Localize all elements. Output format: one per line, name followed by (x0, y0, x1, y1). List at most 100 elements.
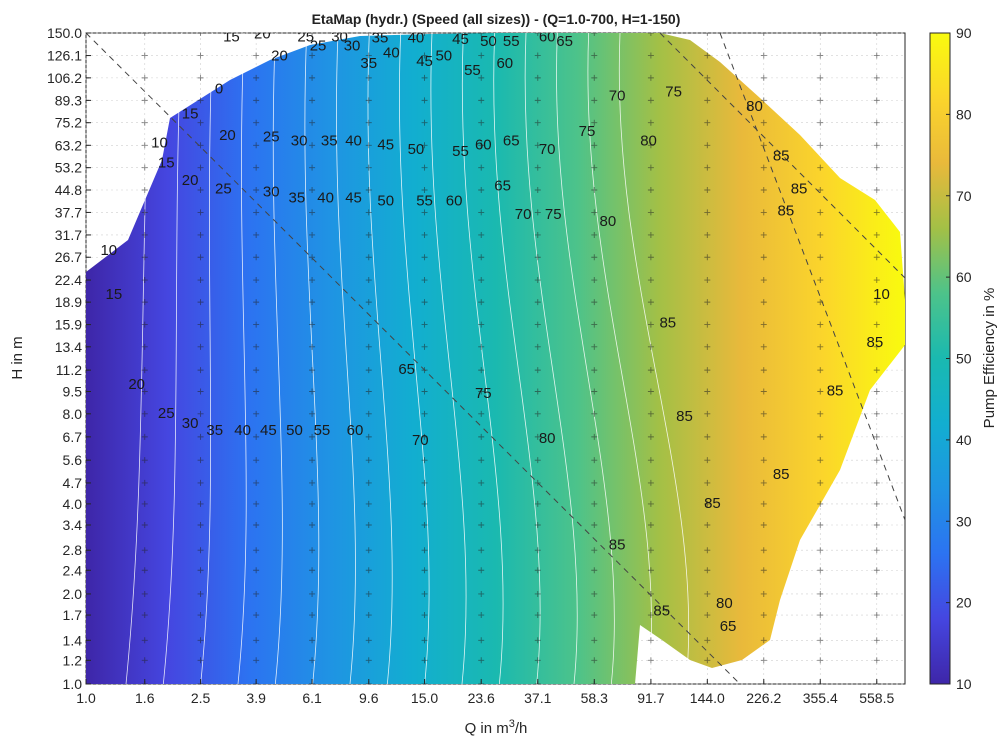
sample-marker (141, 567, 148, 574)
sample-marker (647, 547, 654, 554)
sample-marker (647, 457, 654, 464)
sample-marker (365, 119, 372, 126)
sample-marker (197, 522, 204, 529)
sample-marker (534, 522, 541, 529)
contour-label: 35 (372, 29, 389, 46)
sample-marker (365, 479, 372, 486)
y-tick-label: 9.5 (63, 384, 83, 400)
sample-marker (421, 410, 428, 417)
contour-label: 55 (464, 62, 481, 79)
sample-marker (141, 254, 148, 261)
y-tick-label: 2.4 (63, 562, 83, 578)
sample-marker (591, 388, 598, 395)
colorbar-tick-label: 10 (956, 676, 972, 692)
sample-marker (817, 343, 824, 350)
sample-marker (704, 187, 711, 194)
dashed-guide-3 (719, 33, 905, 521)
contour-label: 75 (545, 206, 562, 223)
sample-marker (647, 612, 654, 619)
sample-marker (873, 522, 880, 529)
sample-marker (421, 142, 428, 149)
sample-marker (141, 231, 148, 238)
sample-marker (365, 164, 372, 171)
sample-marker (760, 433, 767, 440)
sample-marker (873, 479, 880, 486)
sample-marker (591, 231, 598, 238)
sample-marker (309, 612, 316, 619)
contour-label: 20 (128, 376, 145, 393)
sample-marker (197, 457, 204, 464)
sample-marker (478, 657, 485, 664)
sample-marker (760, 187, 767, 194)
sample-marker (365, 343, 372, 350)
sample-marker (197, 367, 204, 374)
sample-marker (309, 142, 316, 149)
sample-marker (591, 612, 598, 619)
sample-marker (365, 209, 372, 216)
contour-label: 10 (100, 242, 117, 259)
sample-marker (309, 500, 316, 507)
sample-marker (873, 637, 880, 644)
sample-marker (253, 277, 260, 284)
sample-marker (253, 547, 260, 554)
sample-marker (478, 433, 485, 440)
sample-marker (534, 209, 541, 216)
sample-marker (873, 187, 880, 194)
sample-marker (253, 343, 260, 350)
sample-marker (253, 119, 260, 126)
contour-label: 55 (452, 143, 469, 160)
contour-label: 85 (827, 382, 844, 399)
sample-marker (760, 343, 767, 350)
colorbar-label: Pump Efficiency in % (981, 288, 998, 429)
sample-marker (591, 142, 598, 149)
sample-marker (365, 410, 372, 417)
sample-marker (141, 410, 148, 417)
sample-marker (478, 388, 485, 395)
sample-marker (534, 299, 541, 306)
sample-marker (704, 367, 711, 374)
sample-marker (873, 254, 880, 261)
contour-label: 40 (383, 45, 400, 62)
sample-marker (591, 410, 598, 417)
sample-marker (647, 657, 654, 664)
contour-label: 85 (659, 315, 676, 332)
contour-label: 20 (254, 26, 271, 43)
sample-marker (647, 277, 654, 284)
contour-label: 80 (539, 430, 556, 447)
sample-marker (534, 547, 541, 554)
sample-marker (365, 388, 372, 395)
sample-marker (873, 457, 880, 464)
sample-marker (704, 500, 711, 507)
y-tick-label: 11.2 (56, 362, 82, 378)
sample-marker (478, 97, 485, 104)
sample-marker (534, 367, 541, 374)
y-tick-label: 75.2 (55, 115, 82, 131)
contour-label: 35 (288, 189, 305, 206)
sample-marker (704, 637, 711, 644)
sample-marker (647, 52, 654, 59)
sample-marker (141, 97, 148, 104)
sample-marker (760, 321, 767, 328)
sample-marker (817, 187, 824, 194)
contour-label: 55 (416, 192, 433, 209)
x-tick-label: 226.2 (746, 690, 781, 706)
sample-marker (817, 457, 824, 464)
sample-marker (141, 457, 148, 464)
sample-marker (760, 547, 767, 554)
sample-marker (873, 367, 880, 374)
x-tick-label: 58.3 (581, 690, 608, 706)
sample-marker (197, 231, 204, 238)
sample-marker (647, 74, 654, 81)
sample-marker (253, 209, 260, 216)
contour-label: 70 (515, 206, 532, 223)
sample-marker (647, 119, 654, 126)
sample-marker (309, 277, 316, 284)
sample-marker (141, 321, 148, 328)
sample-marker (141, 299, 148, 306)
y-tick-label: 2.0 (63, 586, 83, 602)
sample-marker (760, 367, 767, 374)
sample-marker (534, 187, 541, 194)
sample-marker (873, 119, 880, 126)
sample-marker (534, 410, 541, 417)
sample-marker (873, 299, 880, 306)
